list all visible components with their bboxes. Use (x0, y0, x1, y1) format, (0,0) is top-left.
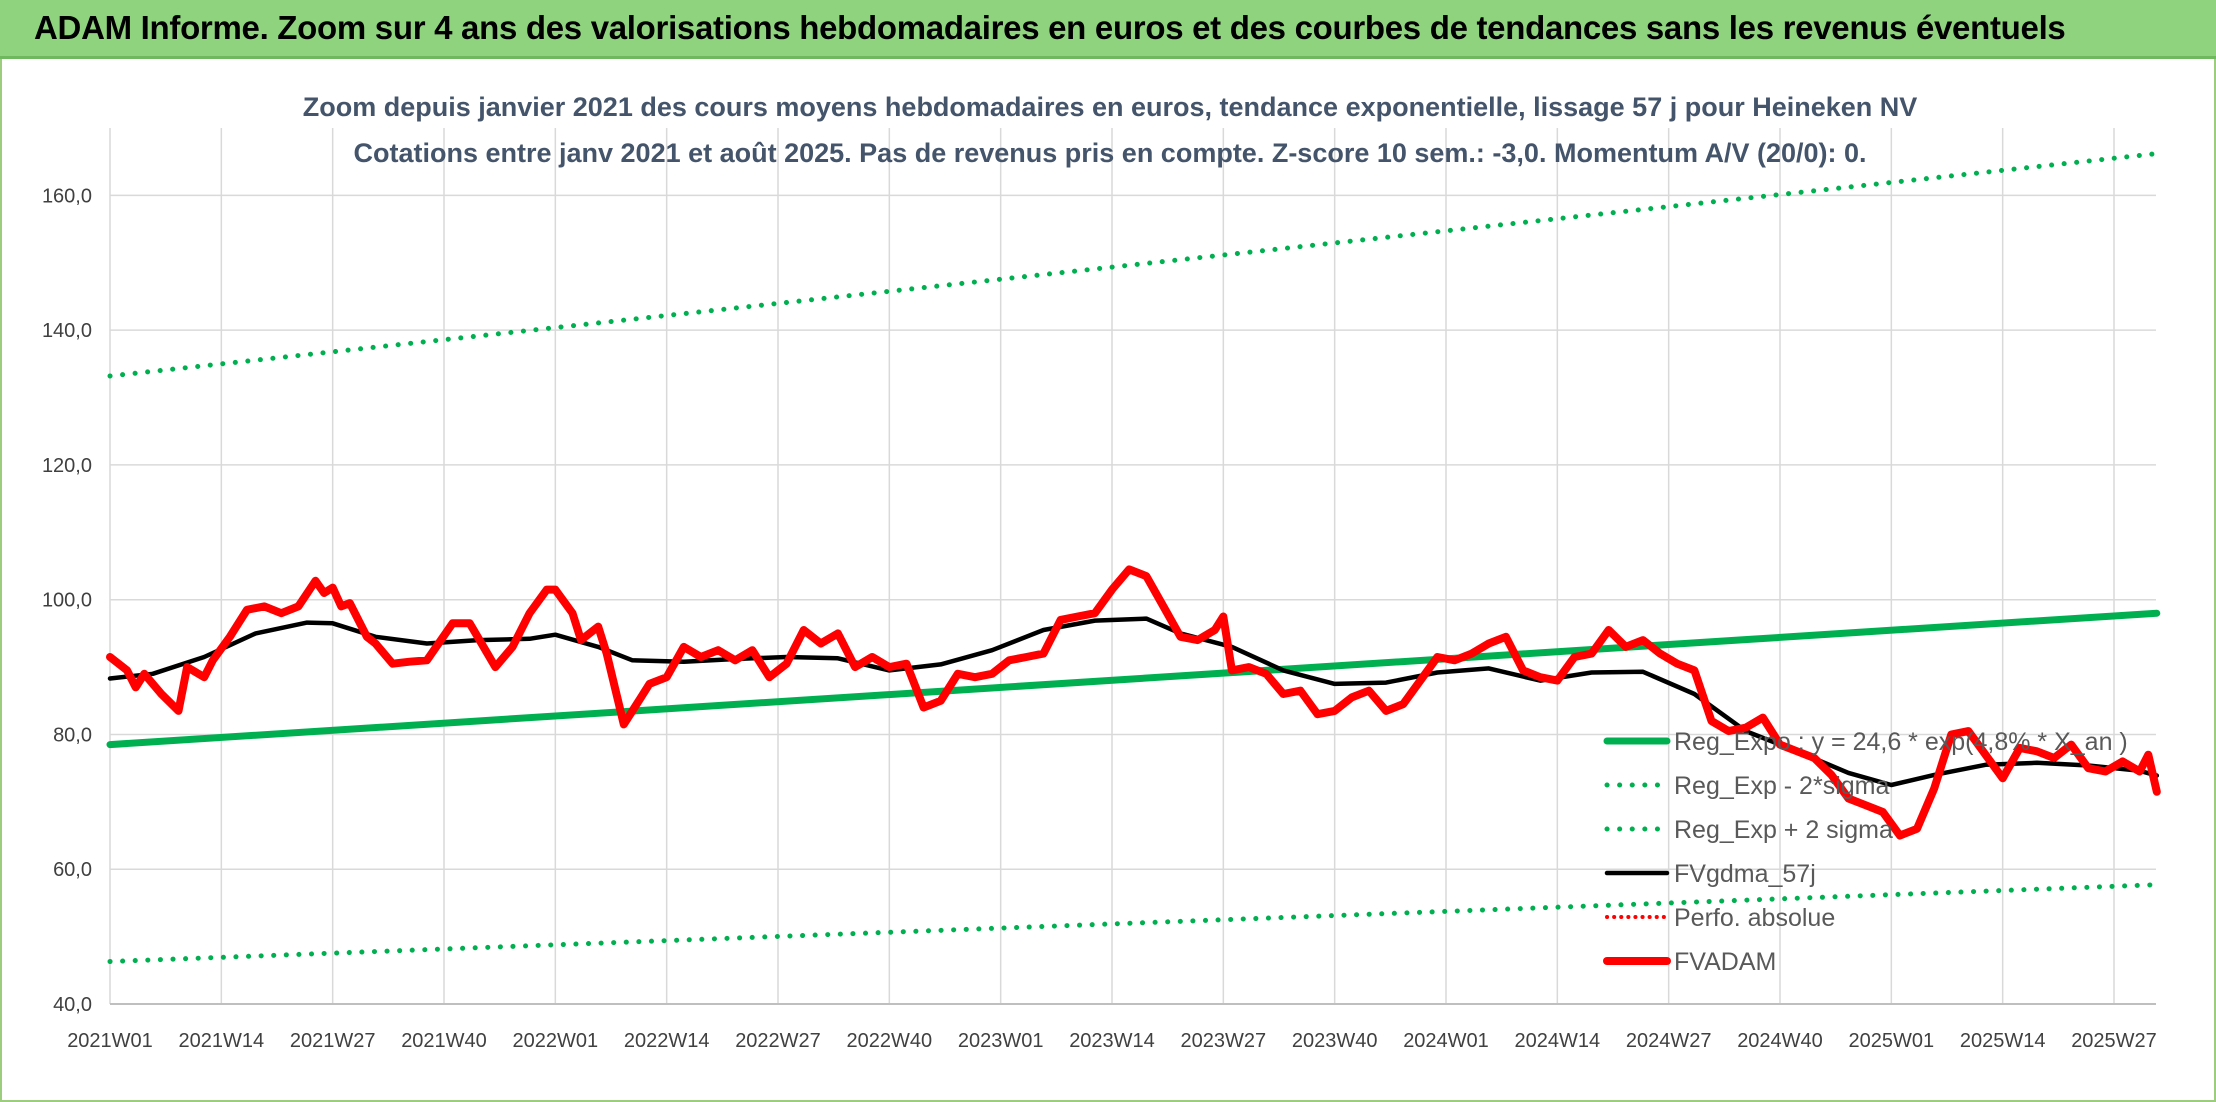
chart-axes: 40,0 60,0 80,0 100,0 120,0 140,0 160,0 2021W01 2… (42, 185, 2157, 1052)
x-tick-label: 2021W14 (179, 1030, 265, 1052)
x-tick-label: 2021W01 (67, 1030, 153, 1052)
x-tick-label: 2022W01 (513, 1030, 599, 1052)
legend-entry-label: Reg_Exp + 2 sigma (1674, 816, 1893, 844)
y-tick-label: 120,0 (42, 455, 92, 477)
x-tick-label: 2025W01 (1849, 1030, 1935, 1052)
chart-legend: Reg_Expo : y = 24,6 * exp(4,8% * X_an ) R… (1603, 728, 2128, 976)
legend-entry-label: FVADAM (1674, 948, 1776, 976)
chart-title-line-2: Cotations entre janv 2021 et août 2025. … (353, 138, 1866, 168)
y-tick-label: 140,0 (42, 320, 92, 342)
y-tick-label: 160,0 (42, 185, 92, 207)
x-tick-label: 2022W27 (735, 1030, 821, 1052)
report-banner: ADAM Informe. Zoom sur 4 ans des valoris… (0, 0, 2216, 59)
x-tick-label: 2021W27 (290, 1030, 376, 1052)
x-tick-label: 2023W01 (958, 1030, 1044, 1052)
legend-entry-label: Perfo. absolue (1674, 904, 1835, 932)
chart-title-line-1: Zoom depuis janvier 2021 des cours moyen… (303, 92, 1918, 122)
series-line-fvgdma-57j (107, 616, 2160, 788)
x-tick-label: 2024W40 (1737, 1030, 1823, 1052)
chart-gridlines (109, 128, 2156, 1005)
report-banner-title: ADAM Informe. Zoom sur 4 ans des valoris… (34, 9, 2066, 46)
y-tick-label: 60,0 (53, 859, 92, 881)
x-tick-label: 2024W27 (1626, 1030, 1712, 1052)
x-tick-label: 2023W27 (1181, 1030, 1267, 1052)
x-tick-label: 2022W14 (624, 1030, 710, 1052)
x-tick-label: 2022W40 (847, 1030, 933, 1052)
chart-series (106, 151, 2161, 964)
x-tick-label: 2021W40 (401, 1030, 487, 1052)
series-line-reg-expo-y-24-6-exp-4-8- (106, 609, 2161, 749)
legend-entry-label: FVgdma_57j (1674, 860, 1816, 888)
y-tick-label: 40,0 (53, 994, 92, 1016)
x-tick-label: 2025W27 (2071, 1030, 2157, 1052)
x-tick-label: 2024W14 (1515, 1030, 1601, 1052)
legend-entry-label: Reg_Expo : y = 24,6 * exp(4,8% * X_an ) (1674, 728, 2128, 756)
legend-entry-label: Reg_Exp - 2*sigma (1674, 772, 1889, 800)
series-line-reg-exp-2-sigma (107, 151, 2160, 379)
x-tick-label: 2023W14 (1069, 1030, 1155, 1052)
x-tick-label: 2023W40 (1292, 1030, 1378, 1052)
series-line-reg-exp-2-sigma (107, 882, 2160, 964)
y-tick-label: 100,0 (42, 590, 92, 612)
y-tick-label: 80,0 (53, 724, 92, 746)
x-tick-label: 2025W14 (1960, 1030, 2046, 1052)
series-line-fvadam (106, 565, 2161, 840)
x-tick-label: 2024W01 (1403, 1030, 1489, 1052)
